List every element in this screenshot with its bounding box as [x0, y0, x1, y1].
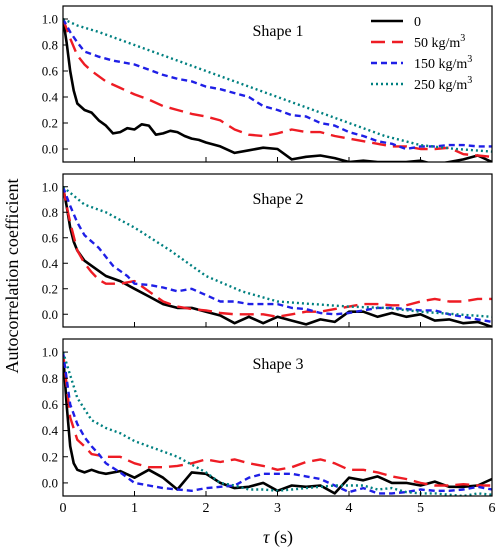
panel-1: 0.0 0.2 0.4 0.6 0.8 1.0 Shape 1 0 50 kg/m3 150 kg… [42, 5, 493, 163]
y-tick-label: 0.0 [42, 307, 58, 322]
panel-3: 0.0 0.2 0.4 0.6 0.8 1.0 0 1 2 3 4 5 6 Shape 3 [42, 338, 496, 516]
series-line-3 [63, 18, 492, 151]
x-tick-label: 0 [60, 501, 67, 516]
legend-label: 0 [414, 15, 421, 30]
x-tick-label: 1 [131, 501, 138, 516]
y-tick-label: 0.2 [42, 116, 58, 131]
legend: 0 50 kg/m3 150 kg/m3 250 kg/m3 [371, 15, 472, 93]
y-tick-label: 1.0 [42, 12, 58, 27]
series-line-1 [63, 352, 492, 495]
y-tick-label: 0.8 [42, 38, 58, 53]
y-tick-label: 0.6 [42, 64, 59, 79]
series-line-2 [63, 186, 492, 318]
y-tick-label: 1.0 [42, 345, 58, 360]
series-line-1 [63, 18, 492, 162]
y-tick-label: 0.4 [42, 256, 59, 271]
y-tick-label: 0.4 [42, 423, 59, 438]
x-axis-symbol: τ [263, 527, 270, 547]
y-tick-label: 0.0 [42, 475, 58, 490]
x-axis-unit: (s) [269, 527, 293, 548]
y-tick-label: 0.0 [42, 142, 58, 157]
x-tick-label: 5 [417, 501, 424, 516]
panel-2: 0.0 0.2 0.4 0.6 0.8 1.0 Shape 2 [42, 173, 493, 328]
x-tick-label: 3 [274, 501, 281, 516]
y-tick-label: 1.0 [42, 179, 58, 194]
series-line-1 [63, 186, 492, 327]
legend-unit-superscript: 3 [460, 33, 465, 44]
series-line-3 [63, 351, 492, 495]
y-tick-label: 0.6 [42, 397, 59, 412]
y-axis-label: Autocorrelation coefficient [2, 178, 22, 373]
y-tick-label: 0.8 [42, 371, 58, 386]
legend-label: 150 kg/m3 [414, 54, 472, 72]
series-line-4 [63, 185, 492, 318]
legend-label: 250 kg/m3 [414, 75, 472, 93]
y-tick-label: 0.8 [42, 205, 58, 220]
y-tick-label: 0.2 [42, 281, 58, 296]
series-line-2 [63, 18, 492, 158]
x-tick-label: 6 [489, 501, 496, 516]
panel-label: Shape 3 [252, 356, 303, 373]
panel-label: Shape 1 [252, 23, 303, 40]
panels: 0.0 0.2 0.4 0.6 0.8 1.0 Shape 1 0 50 kg/m3 150 kg… [42, 5, 496, 516]
y-tick-label: 0.4 [42, 90, 59, 105]
legend-unit-superscript: 3 [467, 54, 472, 65]
series-line-3 [63, 186, 492, 324]
y-tick-label: 0.6 [42, 230, 59, 245]
panel-label: Shape 2 [252, 191, 303, 208]
x-tick-label: 4 [346, 501, 353, 516]
x-tick-label: 2 [203, 501, 210, 516]
x-axis-label: τ (s) [263, 527, 293, 548]
y-tick-label: 0.2 [42, 449, 58, 464]
legend-label: 50 kg/m3 [414, 33, 465, 51]
legend-unit-superscript: 3 [467, 75, 472, 86]
